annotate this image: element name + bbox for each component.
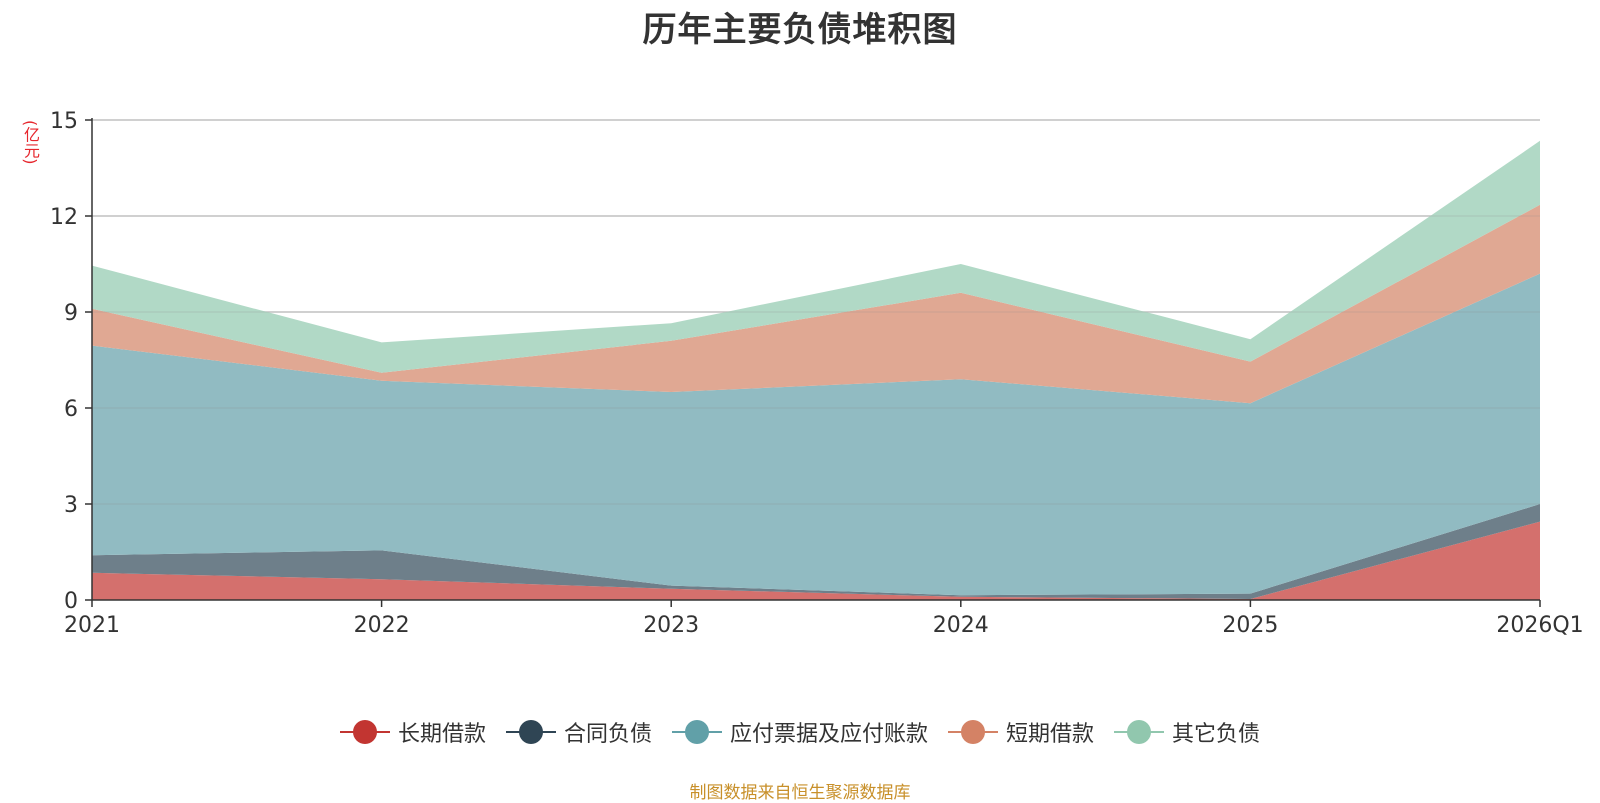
legend-item[interactable]: 合同负债 (505, 716, 652, 748)
legend-item[interactable]: 其它负债 (1114, 716, 1260, 748)
legend-marker-icon (1114, 720, 1165, 744)
y-tick-label: 6 (64, 397, 78, 422)
x-tick-label: 2021 (64, 613, 120, 638)
y-axis-unit-label: (亿元) (21, 120, 40, 165)
area-series-2 (92, 504, 1540, 599)
area-series-3 (92, 273, 1540, 596)
legend-marker-icon (671, 720, 722, 744)
area-series-4 (92, 204, 1540, 404)
legend-label: 其它负债 (1172, 722, 1261, 747)
legend-label: 应付票据及应付账款 (729, 722, 928, 747)
y-tick-label: 3 (64, 493, 78, 518)
legend: 长期借款 合同负债 应付票据及应付账款 短期借款 其它负债 (0, 716, 1600, 748)
source-note: 制图数据来自恒生聚源数据库 (689, 783, 911, 803)
legend-item[interactable]: 长期借款 (339, 716, 486, 748)
y-tick-label: 0 (64, 589, 78, 614)
legend-marker-icon (505, 720, 556, 744)
x-tick-label: 2023 (643, 613, 699, 638)
legend-label: 合同负债 (563, 722, 652, 747)
legend-item[interactable]: 应付票据及应付账款 (671, 716, 928, 748)
y-tick-label: 9 (64, 301, 78, 326)
legend-marker-icon (339, 720, 390, 744)
y-tick-label: 15 (50, 109, 78, 134)
legend-label: 短期借款 (1006, 722, 1095, 747)
x-tick-label: 2025 (1222, 613, 1278, 638)
y-tick-label: 12 (50, 205, 78, 230)
area-series-1 (92, 521, 1540, 600)
legend-marker-icon (948, 720, 998, 744)
x-tick-label: 2026Q1 (1496, 613, 1583, 638)
chart-title: 历年主要负债堆积图 (642, 10, 958, 50)
legend-item[interactable]: 短期借款 (948, 716, 1094, 748)
legend-label: 长期借款 (397, 722, 486, 747)
x-tick-label: 2022 (354, 613, 410, 638)
x-tick-label: 2024 (933, 613, 989, 638)
